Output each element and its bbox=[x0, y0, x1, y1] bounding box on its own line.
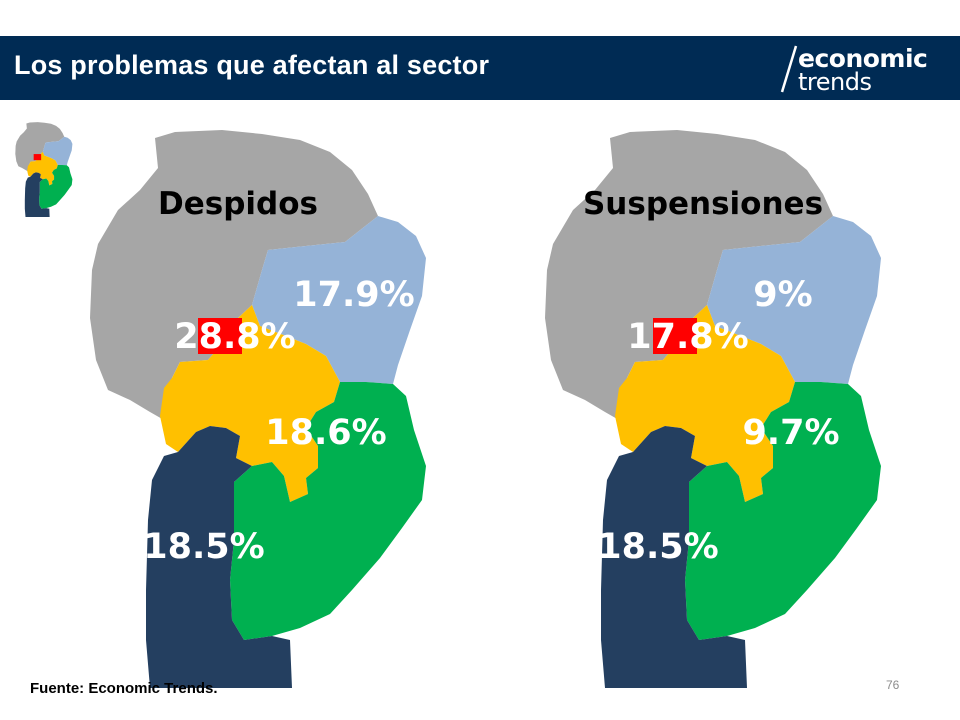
value-label-sur-oeste: 18.5% bbox=[143, 527, 264, 567]
logo-word-economic: economic bbox=[798, 44, 928, 73]
map-suspensiones: Suspensiones 17.8% 9% 9.7% 18.5% bbox=[545, 130, 881, 688]
map-heading: Despidos bbox=[158, 186, 318, 222]
value-label-capital: 28.8% bbox=[174, 317, 295, 357]
map-despidos: Despidos 28.8% 17.9% 18.6% 18.5% bbox=[90, 130, 426, 688]
header-bar: Los problemas que afectan al sector econ… bbox=[0, 36, 960, 100]
value-label-capital: 17.8% bbox=[627, 317, 748, 357]
value-label-este: 17.9% bbox=[293, 275, 414, 315]
logo-slash-icon bbox=[780, 45, 798, 93]
locator-mini-map bbox=[15, 122, 73, 217]
logo-word-trends: trends bbox=[798, 68, 872, 96]
economic-trends-logo: economic trends bbox=[776, 42, 946, 96]
source-note: Fuente: Economic Trends. bbox=[30, 680, 218, 697]
map-heading: Suspensiones bbox=[583, 186, 823, 222]
value-label-centro: 18.6% bbox=[265, 413, 386, 453]
value-label-centro: 9.7% bbox=[742, 413, 839, 453]
value-label-sur-oeste: 18.5% bbox=[597, 527, 718, 567]
page-title: Los problemas que afectan al sector bbox=[14, 50, 490, 80]
value-label-este: 9% bbox=[753, 275, 812, 315]
page-number: 76 bbox=[886, 678, 900, 692]
